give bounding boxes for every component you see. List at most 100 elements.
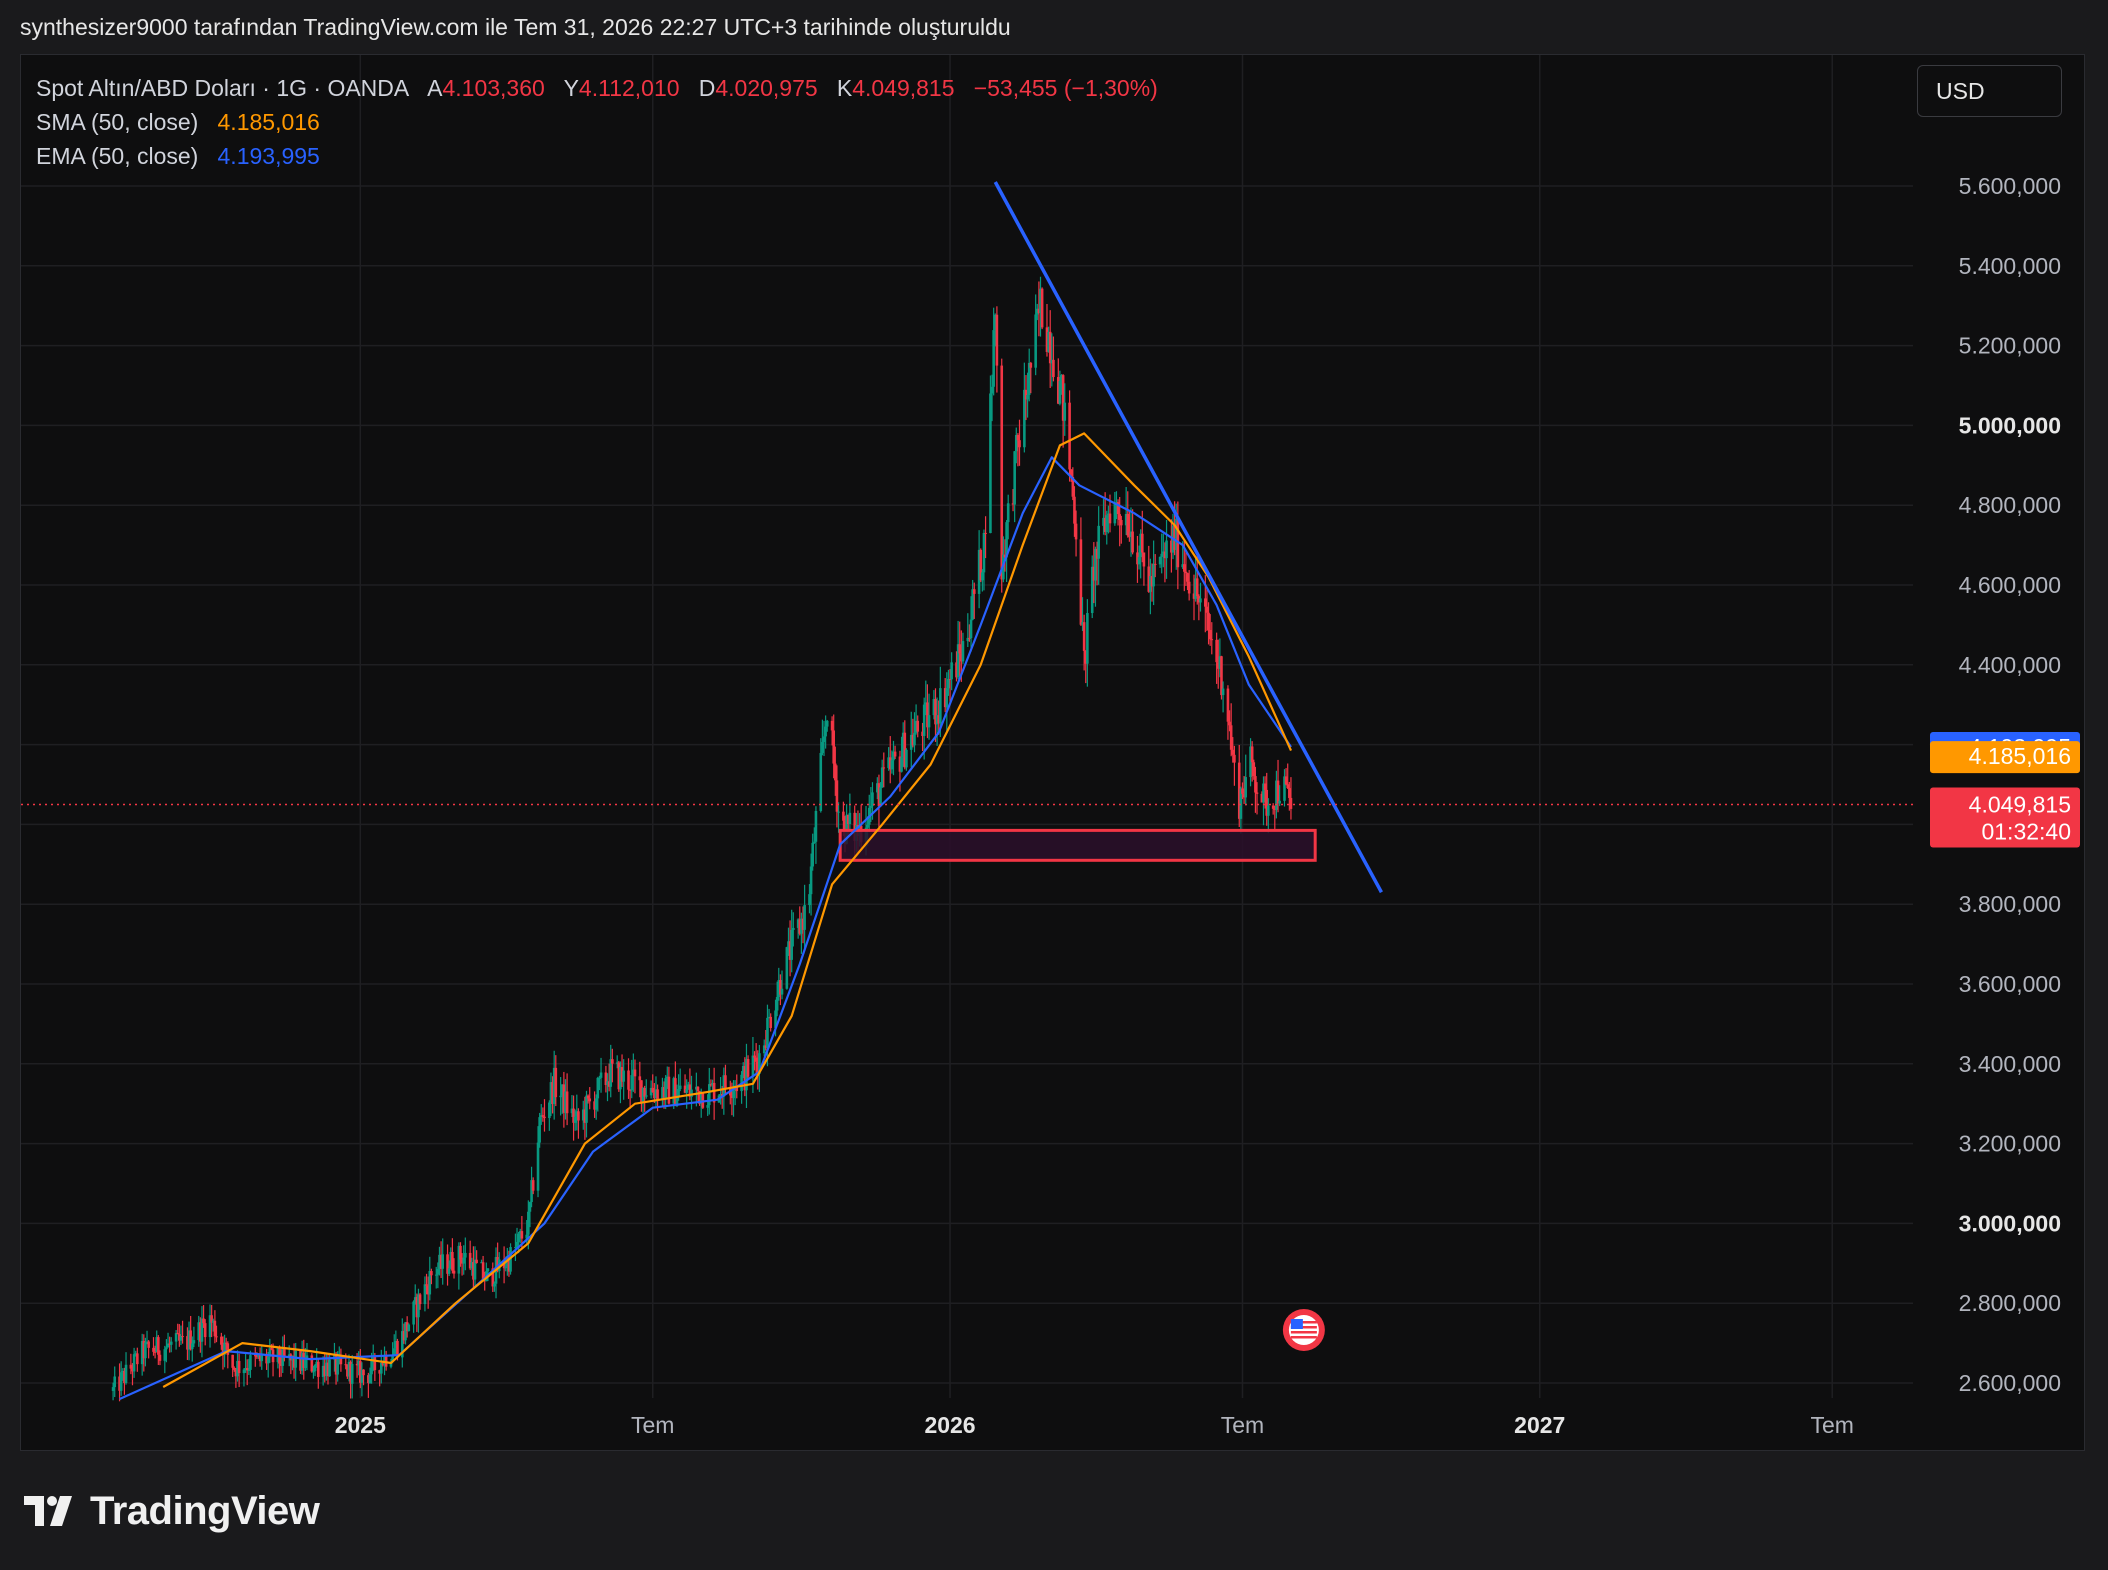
candle-body — [674, 1078, 677, 1106]
candle-body — [268, 1348, 272, 1357]
candle-body — [368, 1374, 372, 1384]
candle-body — [916, 720, 920, 732]
candle-body — [528, 1202, 532, 1212]
candle-body — [213, 1320, 217, 1337]
candle-body — [226, 1343, 230, 1355]
currency-button[interactable]: USD — [1917, 65, 2062, 117]
candle-body — [932, 699, 936, 716]
candle-body — [814, 810, 818, 842]
candle-body — [1255, 792, 1259, 794]
candle-body — [1139, 533, 1142, 558]
candle-body — [990, 386, 994, 394]
candle-body — [266, 1356, 270, 1364]
candle-body — [1141, 533, 1144, 553]
candle-body — [945, 688, 949, 708]
candle-body — [434, 1274, 438, 1276]
candle-body — [169, 1341, 173, 1345]
candle-body — [956, 644, 960, 678]
candle-body — [724, 1075, 727, 1090]
candle-body — [640, 1080, 643, 1103]
candle-body — [1150, 576, 1154, 587]
candle-body — [832, 730, 836, 764]
candle-body — [927, 715, 931, 728]
candle-body — [1239, 788, 1243, 819]
candle-body — [573, 1116, 577, 1123]
candle-body — [903, 732, 907, 768]
candle-body — [935, 715, 939, 725]
candle-body — [124, 1364, 128, 1384]
candle-body — [1131, 531, 1134, 553]
candle-body — [166, 1343, 170, 1348]
candle-body — [1216, 662, 1220, 669]
candle-body — [950, 662, 953, 680]
candle-body — [1208, 630, 1212, 640]
candle-body — [1260, 793, 1264, 803]
candle-body — [762, 1045, 766, 1054]
candle-body — [1107, 513, 1110, 516]
candle-body — [604, 1072, 608, 1086]
candle-body — [871, 792, 874, 807]
candle-body — [719, 1094, 722, 1096]
candle-body — [686, 1084, 690, 1089]
candle-body — [292, 1355, 296, 1368]
candle-body — [825, 720, 829, 727]
candle-body — [140, 1340, 144, 1365]
candle-body — [234, 1369, 238, 1377]
ema-row[interactable]: EMA (50, close) 4.193,995 — [36, 139, 1158, 173]
candle-body — [428, 1271, 432, 1295]
candle-body — [153, 1351, 157, 1353]
candle-body — [316, 1361, 320, 1377]
candle-body — [1194, 578, 1197, 599]
candle-body — [1181, 564, 1184, 568]
candle-body — [203, 1323, 207, 1338]
us-flag-stripe — [1290, 1326, 1317, 1329]
candle-body — [846, 814, 850, 825]
candle-body — [1249, 746, 1252, 778]
chart-legend: Spot Altın/ABD Doları · 1G · OANDA A4.10… — [36, 71, 1158, 173]
candle-body — [774, 1010, 777, 1028]
candle-body — [1063, 402, 1067, 421]
candle-body — [619, 1067, 622, 1090]
candle-body — [344, 1364, 348, 1366]
candle-body — [678, 1085, 682, 1090]
close-value: 4.049,815 — [852, 75, 955, 101]
symbol-label[interactable]: Spot Altın/ABD Doları · 1G · OANDA — [36, 75, 410, 101]
candle-body — [121, 1370, 125, 1373]
candle-body — [661, 1087, 664, 1100]
sma-row[interactable]: SMA (50, close) 4.185,016 — [36, 105, 1158, 139]
candle-body — [1136, 552, 1139, 565]
candle-body — [911, 734, 915, 746]
candle-body — [641, 1087, 645, 1103]
candle-body — [325, 1362, 328, 1376]
candle-body — [412, 1301, 415, 1325]
candle-body — [373, 1356, 377, 1371]
candle-body — [1237, 762, 1241, 819]
candle-body — [937, 715, 941, 724]
candle-body — [436, 1269, 440, 1275]
candle-body — [383, 1355, 386, 1366]
candle-body — [922, 704, 926, 736]
candle-body — [958, 644, 962, 654]
candle-body — [260, 1355, 264, 1362]
candle-body — [837, 811, 840, 813]
candle-body — [355, 1363, 359, 1366]
candle-body — [777, 980, 781, 997]
candle-body — [1288, 788, 1291, 798]
candle-body — [439, 1254, 443, 1269]
candle-body — [1205, 606, 1209, 613]
chart-panel[interactable]: 2.600,000 2.800,000 3.000,000 3.200,000 3.40… — [20, 54, 2085, 1451]
candle-body — [1060, 375, 1063, 381]
candle-body — [834, 763, 837, 781]
candle-body — [1265, 789, 1269, 816]
ohlc-row: Spot Altın/ABD Doları · 1G · OANDA A4.10… — [36, 71, 1158, 105]
candle-body — [1102, 517, 1105, 526]
candle-body — [452, 1270, 456, 1274]
candle-body — [751, 1055, 755, 1077]
candle-body — [157, 1337, 160, 1355]
candle-body — [1058, 380, 1062, 404]
candle-body — [244, 1368, 247, 1370]
price-chart[interactable]: 2.600,000 2.800,000 3.000,000 3.200,000 3.40… — [21, 55, 2085, 1451]
candle-body — [378, 1370, 381, 1374]
candle-body — [515, 1241, 519, 1248]
candle-body — [620, 1067, 624, 1082]
